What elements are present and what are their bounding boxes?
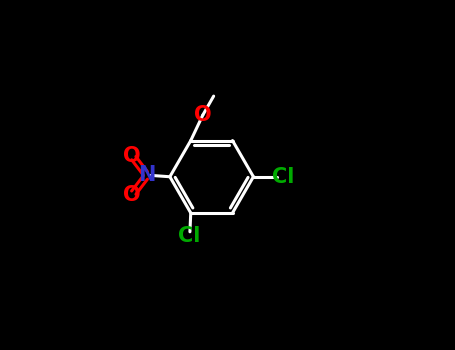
Text: Cl: Cl: [272, 167, 294, 187]
Text: O: O: [123, 146, 141, 166]
Text: O: O: [194, 105, 212, 125]
Text: N: N: [138, 166, 156, 186]
Text: O: O: [123, 185, 141, 205]
Text: Cl: Cl: [178, 226, 201, 246]
